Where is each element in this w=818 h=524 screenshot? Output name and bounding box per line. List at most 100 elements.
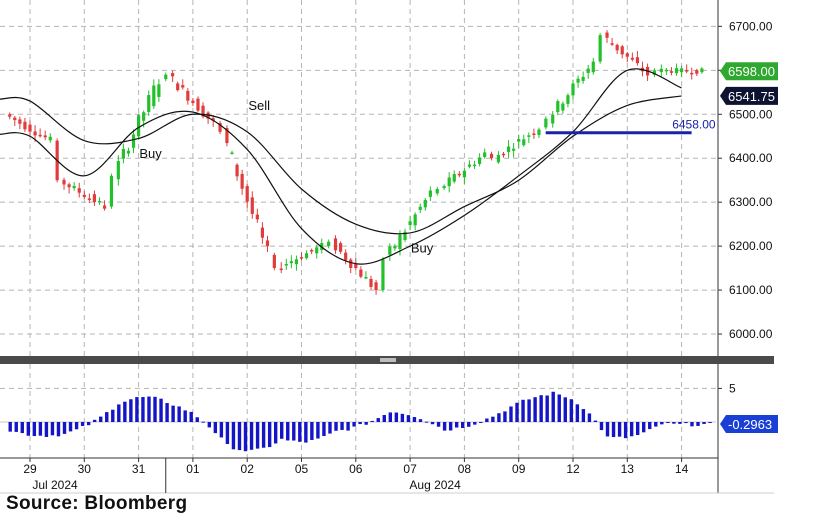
value-badges: 6598.00 6541.75 -0.2963 — [720, 62, 778, 433]
histogram-bar — [358, 422, 362, 425]
candle-body — [605, 32, 609, 38]
candle-body — [171, 73, 175, 77]
histogram-bar — [400, 413, 405, 422]
candle-body — [364, 277, 368, 279]
y-tick-label: 6000.00 — [729, 327, 773, 341]
candle-body — [315, 247, 319, 254]
candle-body — [544, 118, 548, 128]
histogram-bar — [123, 401, 127, 422]
histogram-bar — [141, 397, 145, 422]
candle-body — [478, 157, 482, 164]
histogram-bar — [581, 409, 586, 422]
annotation-label: Buy — [139, 146, 162, 161]
candle-body — [294, 259, 299, 265]
candle-body — [581, 76, 585, 81]
histogram-bar — [237, 422, 242, 451]
histogram-bar — [50, 422, 55, 436]
candle-body — [393, 245, 397, 249]
candle-body — [620, 46, 624, 55]
histogram-bar — [491, 416, 495, 422]
candle-body — [680, 68, 684, 73]
level-line-label: 6458.00 — [672, 118, 716, 132]
month-label: Jul 2024 — [32, 478, 78, 492]
candle-body — [333, 238, 338, 251]
candle-body — [272, 254, 276, 269]
candle-body — [467, 164, 472, 167]
candle-body — [496, 154, 501, 163]
histogram-bar — [473, 422, 477, 425]
candle-body — [142, 112, 146, 121]
x-tick-label: 29 — [23, 462, 37, 476]
histogram-bar — [20, 422, 24, 434]
histogram-bar — [322, 422, 326, 436]
candle-body — [164, 74, 168, 80]
oscillator-histogram — [0, 391, 716, 452]
histogram-bar — [219, 422, 224, 438]
candle-body — [483, 152, 487, 157]
histogram-bar — [99, 416, 103, 422]
histogram-bar — [654, 422, 658, 427]
annotation-label: Sell — [248, 98, 270, 113]
candle-body — [532, 133, 536, 135]
candle-body — [369, 278, 373, 287]
candle-body — [245, 186, 249, 202]
candle-body — [527, 135, 531, 137]
histogram-bar — [424, 421, 429, 423]
histogram-bar — [678, 422, 682, 424]
x-tick-label: 07 — [403, 462, 417, 476]
y-tick-label: 6300.00 — [729, 195, 773, 209]
candle-body — [255, 214, 259, 220]
y-tick-label: 6400.00 — [729, 151, 773, 165]
histogram-bar — [702, 422, 706, 424]
candle-body — [452, 174, 456, 182]
candle-body — [72, 185, 76, 189]
histogram-bar — [213, 422, 218, 434]
histogram-bar — [509, 406, 513, 422]
histogram-bar — [479, 422, 483, 423]
histogram-bar — [454, 422, 459, 428]
histogram-bar — [195, 417, 199, 422]
candle-body — [447, 177, 451, 187]
candle-body — [561, 103, 565, 111]
candle-body — [97, 200, 102, 203]
histogram-bar — [189, 411, 193, 422]
histogram-bar — [388, 412, 393, 422]
histogram-bar — [575, 404, 580, 422]
histogram-bar — [334, 422, 338, 431]
candle-body — [652, 70, 657, 75]
candle-body — [102, 205, 107, 209]
candle-body — [354, 263, 358, 269]
candle-body — [299, 257, 304, 259]
candle-body — [462, 170, 466, 178]
candle-body — [186, 90, 190, 101]
level-line-group: 6458.00 — [545, 118, 716, 135]
histogram-bar — [617, 422, 622, 437]
candle-body — [408, 221, 412, 226]
histogram-bar — [461, 422, 465, 428]
source-label: Source: Bloomberg — [6, 493, 188, 514]
candle-body — [388, 246, 392, 255]
candle-body — [116, 161, 120, 180]
candle-body — [403, 231, 407, 240]
histogram-bar — [666, 422, 670, 423]
osc-y-tick-label: 5 — [729, 381, 736, 395]
candle-body — [472, 164, 477, 167]
candle-body — [423, 199, 427, 208]
histogram-bar — [539, 395, 543, 422]
candle-body — [635, 57, 640, 64]
x-tick-label: 13 — [621, 462, 635, 476]
histogram-bar — [153, 396, 157, 422]
candle-body — [625, 53, 629, 57]
candle-body — [201, 105, 205, 117]
histogram-bar — [310, 422, 314, 440]
histogram-bar — [611, 422, 616, 438]
candle-body — [23, 121, 27, 130]
histogram-bar — [690, 422, 694, 427]
candle-body — [147, 95, 151, 112]
candle-body — [674, 68, 679, 74]
candle-body — [126, 150, 131, 154]
candle-body — [349, 259, 353, 268]
candle-body — [506, 146, 511, 152]
histogram-bar — [261, 422, 266, 448]
